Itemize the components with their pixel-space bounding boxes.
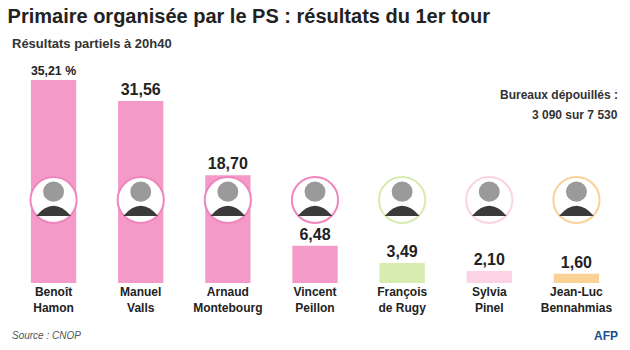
svg-text:Source : CNOP: Source : CNOP — [12, 330, 81, 341]
svg-text:6,48: 6,48 — [299, 226, 330, 243]
svg-text:35,21 %: 35,21 % — [31, 64, 76, 78]
svg-text:Bureaux dépouillés :: Bureaux dépouillés : — [500, 88, 618, 102]
svg-text:3,49: 3,49 — [387, 243, 418, 260]
svg-text:31,56: 31,56 — [121, 81, 161, 98]
svg-text:SylviaPinel: SylviaPinel — [472, 285, 507, 315]
svg-text:ManuelValls: ManuelValls — [120, 285, 161, 315]
svg-text:Primaire organisée par le PS :: Primaire organisée par le PS : résultats… — [8, 5, 491, 27]
svg-text:2,10: 2,10 — [474, 251, 505, 268]
svg-text:Jean-LucBennahmias: Jean-LucBennahmias — [541, 285, 613, 315]
svg-text:Françoisde Rugy: Françoisde Rugy — [377, 285, 427, 315]
svg-text:18,70: 18,70 — [208, 155, 248, 172]
svg-text:1,60: 1,60 — [561, 254, 592, 271]
svg-text:Résultats partiels à 20h40: Résultats partiels à 20h40 — [12, 36, 172, 51]
svg-text:VincentPeillon: VincentPeillon — [293, 285, 336, 315]
svg-text:3 090 sur 7 530: 3 090 sur 7 530 — [532, 108, 618, 122]
svg-text:BenoîtHamon: BenoîtHamon — [33, 285, 74, 315]
svg-text:AFP: AFP — [594, 329, 618, 343]
svg-text:ArnaudMontebourg: ArnaudMontebourg — [193, 285, 262, 315]
